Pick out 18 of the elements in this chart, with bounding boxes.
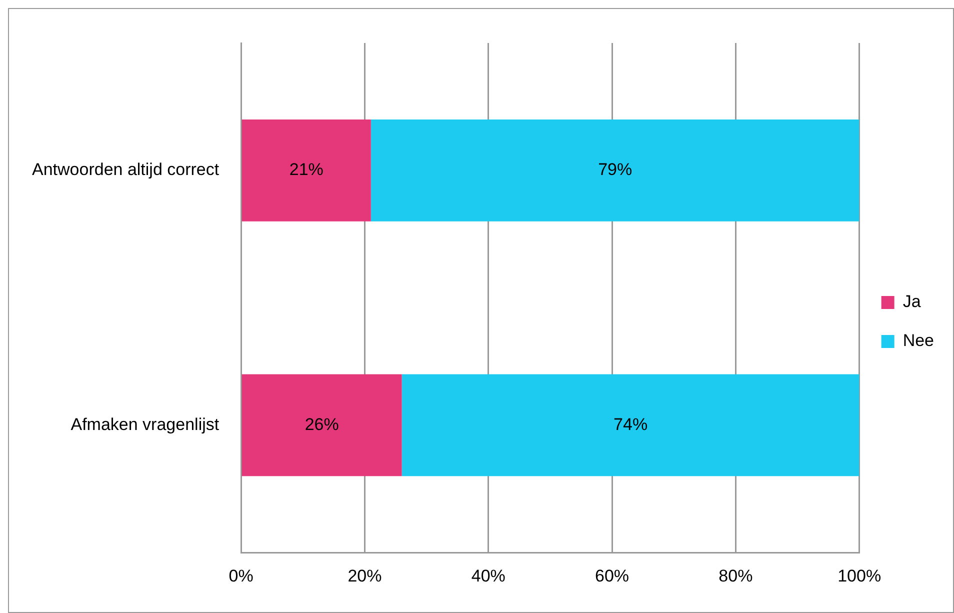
x-tick-label: 100%	[838, 566, 882, 586]
data-label: 74%	[614, 414, 648, 434]
x-tick-label: 0%	[228, 566, 254, 586]
y-tick-label: Afmaken vragenlijst	[70, 414, 220, 434]
x-tick-label: 20%	[348, 566, 382, 586]
data-label: 79%	[598, 160, 632, 180]
bar	[402, 374, 860, 476]
bar	[242, 374, 402, 476]
bar	[242, 119, 371, 222]
x-tick-label: 40%	[471, 566, 506, 586]
legend-label: Nee	[902, 331, 934, 350]
bar	[370, 119, 860, 222]
x-tick-label: 80%	[718, 566, 753, 586]
x-tick-label: 60%	[595, 566, 630, 586]
data-label: 21%	[289, 160, 324, 180]
legend-label: Ja	[902, 292, 922, 312]
y-tick-label: Antwoorden altijd correct	[32, 160, 220, 180]
data-label: 26%	[304, 414, 339, 434]
